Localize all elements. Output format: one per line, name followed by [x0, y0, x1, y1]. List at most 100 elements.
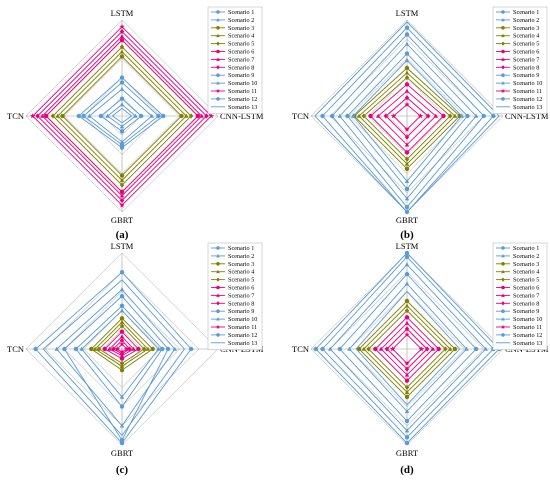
data-point [452, 346, 458, 352]
legend-entry: Scenario 4 [228, 33, 254, 40]
series-13 [42, 279, 185, 437]
data-point [179, 113, 184, 119]
data-point [500, 324, 506, 329]
axis-label: GBRT [111, 448, 134, 458]
legend-entry: Scenario 7 [228, 56, 254, 63]
data-point [404, 315, 410, 320]
axis-label: LSTM [111, 8, 134, 18]
data-point [501, 33, 505, 38]
series-5 [50, 44, 194, 188]
data-point [404, 178, 410, 184]
series-13 [314, 21, 500, 213]
series-7 [40, 33, 204, 198]
data-point [216, 41, 220, 46]
series-8 [384, 326, 430, 372]
data-point [404, 307, 410, 314]
data-point [384, 346, 390, 352]
series-11 [114, 341, 130, 355]
data-point [501, 309, 505, 314]
data-point [119, 124, 125, 129]
data-point [448, 113, 453, 119]
data-point [404, 366, 410, 372]
series-10 [347, 281, 469, 414]
legend-entry: Scenario 7 [513, 56, 539, 63]
data-point [216, 269, 220, 274]
data-point [501, 293, 505, 297]
data-point [119, 49, 125, 54]
data-point [119, 404, 125, 409]
data-point [54, 346, 59, 351]
series-9 [345, 51, 470, 192]
data-point [114, 346, 120, 352]
data-point [328, 346, 333, 351]
legend-entry: Scenario 5 [228, 277, 254, 284]
legend-entry: Scenario 11 [513, 324, 542, 331]
legend-entry: Scenario 5 [228, 41, 254, 48]
data-point [433, 113, 438, 118]
data-point [501, 41, 505, 46]
data-point [337, 113, 342, 118]
data-point [345, 113, 350, 119]
data-point [119, 337, 125, 343]
data-point [356, 113, 362, 118]
data-point [184, 113, 189, 118]
data-point [404, 360, 410, 366]
legend-entry: Scenario 4 [513, 33, 539, 40]
data-point [404, 250, 410, 256]
data-point [216, 33, 220, 38]
data-point [418, 346, 425, 352]
data-point [404, 51, 410, 56]
data-point [404, 41, 410, 46]
series-9 [73, 303, 165, 409]
data-point [404, 271, 410, 277]
legend-entry: Scenario 9 [513, 308, 539, 315]
legend-entry: Scenario 13 [228, 340, 257, 347]
legend-entry: Scenario 8 [513, 64, 539, 71]
data-point [501, 10, 505, 14]
data-point [404, 326, 410, 332]
data-point [216, 10, 220, 14]
data-point [347, 346, 352, 351]
series-6 [373, 315, 441, 383]
data-point [404, 205, 410, 210]
data-point [76, 113, 82, 119]
data-point [119, 394, 125, 399]
data-point [500, 88, 506, 93]
data-point [501, 65, 505, 70]
data-point [60, 113, 65, 119]
data-point [149, 113, 154, 118]
panel-label: (a) [116, 229, 129, 241]
data-point [119, 23, 125, 30]
data-point [119, 96, 125, 101]
data-point [119, 86, 125, 91]
legend-entry: Scenario 1 [228, 9, 254, 16]
data-point [119, 440, 125, 446]
data-point [199, 113, 204, 118]
legend-entry: Scenario 3 [228, 261, 254, 268]
data-point [337, 346, 342, 352]
data-point [436, 346, 441, 352]
data-point [356, 346, 362, 352]
data-point [404, 428, 410, 433]
series-6 [102, 329, 141, 361]
data-point [119, 349, 125, 355]
series-8 [383, 95, 431, 140]
data-point [373, 346, 378, 352]
data-point [491, 113, 496, 119]
data-point [320, 113, 325, 119]
legend-entry: Scenario 3 [228, 25, 254, 32]
data-point [216, 17, 220, 22]
data-point [119, 177, 125, 183]
data-point [195, 113, 201, 119]
data-point [368, 113, 373, 119]
data-point [404, 331, 410, 337]
data-point [390, 113, 397, 119]
data-point [33, 346, 38, 352]
legend-entry: Scenario 13 [513, 104, 542, 111]
data-point [119, 270, 125, 275]
data-point [404, 418, 410, 424]
legend-entry: Scenario 3 [513, 261, 539, 268]
series-11 [29, 23, 215, 208]
